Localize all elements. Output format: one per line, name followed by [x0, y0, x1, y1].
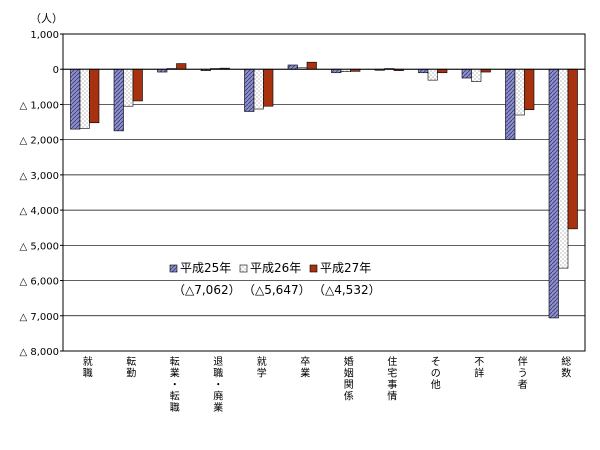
bar-2-11 [514, 68, 525, 116]
bar-1-1 [70, 68, 81, 130]
bar-2-5 [253, 68, 264, 110]
category-label: 総数 [561, 355, 571, 380]
category-label: その他 [431, 356, 441, 391]
legend-total-2: （△5,647） [243, 283, 311, 297]
category-label: 就職 [83, 355, 93, 380]
bar-3-6 [306, 61, 317, 70]
y-tick-label: 1,000 [30, 30, 59, 41]
category-label: 伴う者 [518, 355, 528, 391]
legend-label-3: 平成27年 [320, 261, 371, 275]
bar-1-10 [461, 68, 472, 79]
y-tick-label: △ 1,000 [20, 100, 60, 111]
bar-3-1 [89, 68, 100, 124]
bar-3-5 [263, 68, 274, 107]
bar-1-6 [287, 64, 298, 70]
y-tick-label: △ 3,000 [20, 171, 60, 182]
legend-swatch-1 [169, 264, 178, 273]
category-label: 退職・廃業 [213, 356, 223, 414]
legend: 平成25年 （△7,062） 平成26年 （△5,647） 平成27年 （△4,532） [169, 261, 381, 297]
category-label: 卒業 [300, 355, 310, 380]
category-label: 婚姻関係 [344, 355, 354, 403]
plot-frame [62, 33, 586, 352]
y-tick-label: △ 7,000 [20, 312, 60, 323]
y-axis-ticks: 1,000 0 △ 1,000 △ 2,000 △ 3,000 △ 4,000 △ 5,00… [20, 30, 63, 358]
y-tick-label: △ 2,000 [20, 136, 60, 147]
legend-total-1: （△7,062） [173, 283, 241, 297]
category-labels: 就職 転勤 転業・転職 退職・廃業 就学 卒業 婚姻関係 住宅事情 その他 不詳 伴う者 総数 [83, 355, 572, 414]
category-label: 不詳 [474, 357, 484, 380]
y-tick-label: △ 4,000 [20, 206, 60, 217]
y-tick-label: △ 6,000 [20, 277, 60, 288]
y-axis-unit: （人） [30, 12, 63, 25]
legend-label-2: 平成26年 [250, 261, 301, 275]
bar-2-2 [123, 68, 134, 107]
bar-1-9 [418, 68, 429, 74]
bar-2-10 [471, 68, 482, 82]
y-tick-label: △ 5,000 [20, 241, 60, 252]
category-label: 転勤 [126, 356, 136, 380]
y-tick-label: △ 8,000 [20, 347, 60, 358]
bar-1-5 [244, 68, 255, 112]
y-tick-label: 0 [53, 65, 59, 76]
legend-total-3: （△4,532） [313, 283, 381, 297]
bar-1-12 [548, 68, 559, 319]
legend-swatch-2 [239, 264, 248, 273]
bar-1-2 [113, 68, 124, 132]
bar-1-11 [505, 68, 516, 140]
bar-2-1 [79, 68, 90, 129]
bars [70, 61, 578, 319]
bar-3-9 [437, 68, 448, 74]
bar-2-9 [427, 68, 438, 81]
bar-3-3 [176, 63, 187, 70]
category-label: 住宅事情 [387, 355, 397, 403]
legend-label-1: 平成25年 [180, 261, 231, 275]
bar-1-7 [331, 68, 342, 74]
category-label: 転業・転職 [170, 356, 180, 414]
bar-2-12 [558, 68, 569, 269]
bar-3-2 [132, 68, 143, 102]
legend-swatch-3 [309, 264, 318, 273]
category-label: 就学 [257, 355, 267, 380]
bar-3-12 [567, 68, 578, 230]
bar-3-11 [524, 68, 535, 111]
